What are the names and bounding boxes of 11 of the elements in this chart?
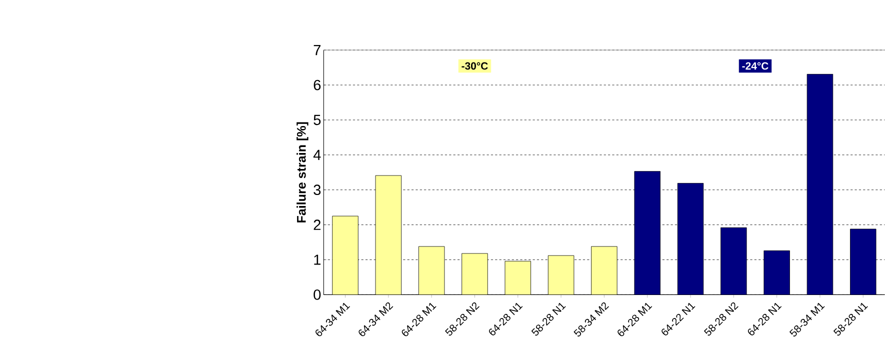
y-axis-title: Failure strain [%] bbox=[296, 122, 308, 222]
y-tick-label: 7 bbox=[314, 45, 320, 56]
text: -30°C bbox=[462, 62, 488, 70]
y-tick-label: 5 bbox=[314, 114, 321, 126]
y-tick-label: 3 bbox=[314, 184, 321, 196]
text: -24°C bbox=[742, 62, 768, 70]
y-tick-label: 2 bbox=[314, 220, 320, 230]
y-tick-label: 4 bbox=[313, 150, 321, 160]
y-tick-label: 6 bbox=[314, 80, 321, 90]
y-tick-label: 0 bbox=[314, 290, 321, 300]
y-tick-label: 1 bbox=[314, 254, 321, 265]
